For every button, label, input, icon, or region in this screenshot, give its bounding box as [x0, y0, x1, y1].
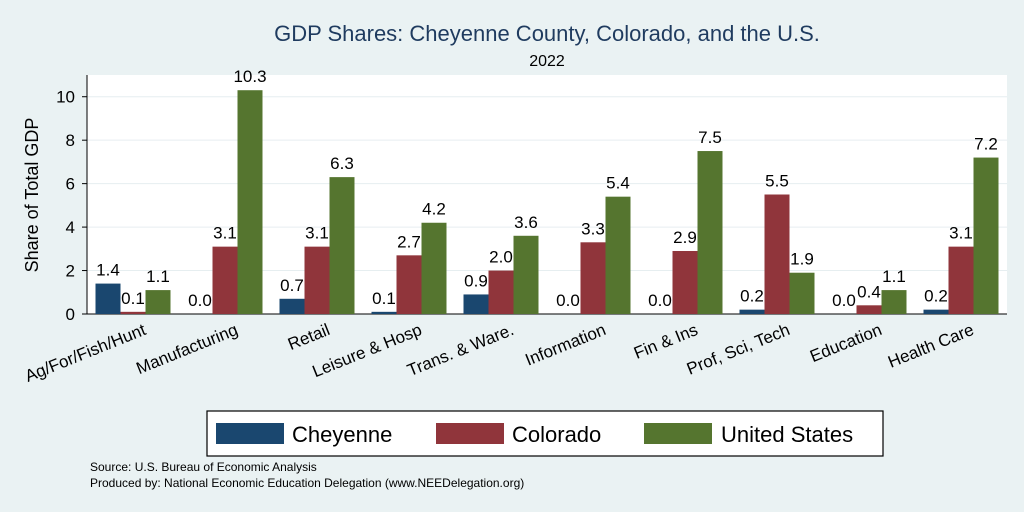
data-label-colorado: 5.5 — [765, 172, 789, 191]
bar-colorado — [212, 246, 238, 314]
bar-united-states — [973, 157, 999, 314]
produced-note: Produced by: National Economic Education… — [90, 476, 524, 490]
bar-cheyenne — [463, 294, 489, 314]
data-label-cheyenne: 0.1 — [372, 289, 396, 308]
data-label-cheyenne: 0.0 — [832, 291, 856, 310]
data-label-cheyenne: 0.2 — [924, 287, 948, 306]
bar-united-states — [513, 235, 539, 314]
y-tick-label: 6 — [66, 175, 75, 194]
data-label-cheyenne: 1.4 — [96, 261, 120, 280]
legend-label-colorado: Colorado — [512, 422, 601, 447]
bar-united-states — [697, 151, 723, 314]
data-label-colorado: 2.0 — [489, 248, 513, 267]
data-label-united-states: 6.3 — [330, 154, 354, 173]
bar-colorado — [672, 250, 698, 314]
data-label-colorado: 0.4 — [857, 282, 881, 301]
bar-cheyenne — [279, 298, 305, 314]
bar-united-states — [329, 177, 355, 314]
legend: Cheyenne Colorado United States — [206, 410, 884, 457]
bar-colorado — [948, 246, 974, 314]
data-label-united-states: 10.3 — [233, 67, 266, 86]
data-label-cheyenne: 0.0 — [556, 291, 580, 310]
data-label-united-states: 4.2 — [422, 200, 446, 219]
y-tick-label: 10 — [56, 88, 75, 107]
bar-colorado — [396, 255, 422, 314]
y-axis-label: Share of Total GDP — [22, 118, 42, 273]
data-label-cheyenne: 0.2 — [740, 287, 764, 306]
data-label-united-states: 1.1 — [882, 267, 906, 286]
data-label-colorado: 3.1 — [305, 224, 329, 243]
legend-swatch-united-states — [644, 423, 712, 444]
bar-cheyenne — [95, 283, 121, 314]
y-tick-label: 4 — [66, 218, 75, 237]
bar-united-states — [789, 272, 815, 314]
data-label-colorado: 0.1 — [121, 289, 145, 308]
data-label-united-states: 3.6 — [514, 213, 538, 232]
y-tick-label: 0 — [66, 305, 75, 324]
bar-united-states — [145, 290, 171, 314]
chart-subtitle: 2022 — [529, 53, 565, 70]
bar-colorado — [856, 305, 882, 314]
legend-box — [206, 410, 884, 457]
data-label-colorado: 3.1 — [213, 224, 237, 243]
data-label-united-states: 1.9 — [790, 250, 814, 269]
data-label-colorado: 3.3 — [581, 219, 605, 238]
data-label-united-states: 7.2 — [974, 135, 998, 154]
y-tick-label: 8 — [66, 131, 75, 150]
data-label-cheyenne: 0.7 — [280, 276, 304, 295]
bar-colorado — [304, 246, 330, 314]
data-labels: 1.40.11.10.03.110.30.73.16.30.12.74.20.9… — [96, 67, 998, 310]
bar-united-states — [605, 196, 631, 314]
data-label-cheyenne: 0.0 — [188, 291, 212, 310]
source-note: Source: U.S. Bureau of Economic Analysis — [90, 460, 317, 474]
bar-united-states — [421, 222, 447, 314]
bar-cheyenne — [371, 311, 397, 314]
bar-colorado — [764, 194, 790, 314]
data-label-colorado: 2.7 — [397, 232, 421, 251]
legend-label-united-states: United States — [721, 422, 853, 447]
bars — [95, 90, 999, 314]
data-label-united-states: 5.4 — [606, 174, 630, 193]
bar-united-states — [881, 290, 907, 314]
legend-swatch-cheyenne — [216, 423, 284, 444]
data-label-colorado: 2.9 — [673, 228, 697, 247]
y-tick-label: 2 — [66, 262, 75, 281]
data-label-cheyenne: 0.9 — [464, 271, 488, 290]
bar-colorado — [580, 242, 606, 314]
data-label-cheyenne: 0.0 — [648, 291, 672, 310]
chart-title: GDP Shares: Cheyenne County, Colorado, a… — [274, 21, 820, 46]
legend-swatch-colorado — [436, 423, 504, 444]
data-label-colorado: 3.1 — [949, 224, 973, 243]
bar-colorado — [488, 270, 514, 314]
legend-label-cheyenne: Cheyenne — [292, 422, 392, 447]
data-label-united-states: 1.1 — [146, 267, 170, 286]
bar-colorado — [120, 311, 146, 314]
bar-cheyenne — [923, 309, 949, 314]
bar-cheyenne — [739, 309, 765, 314]
data-label-united-states: 7.5 — [698, 128, 722, 147]
bar-united-states — [237, 90, 263, 314]
